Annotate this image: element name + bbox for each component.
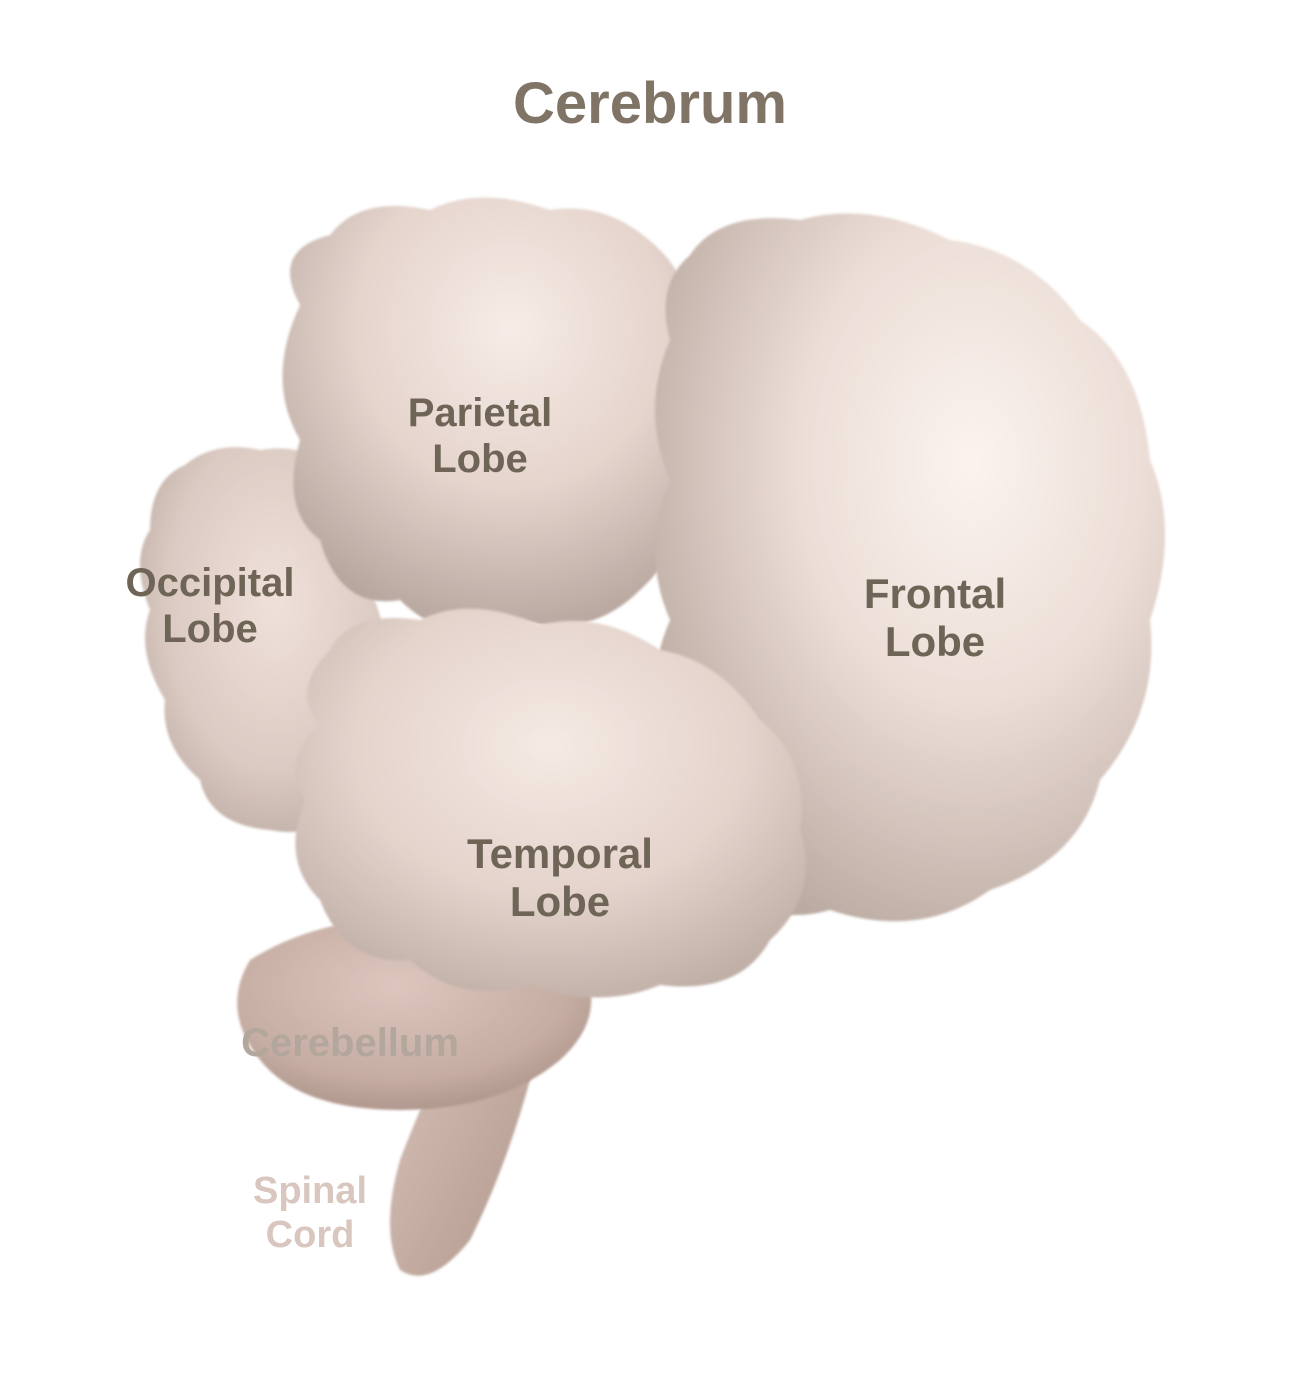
- spinal-cord-label: Spinal Cord: [160, 1170, 460, 1257]
- temporal-lobe-label: Temporal Lobe: [410, 830, 710, 927]
- parietal-lobe-label: Parietal Lobe: [330, 390, 630, 482]
- frontal-lobe-label: Frontal Lobe: [785, 570, 1085, 667]
- occipital-lobe-label: Occipital Lobe: [60, 560, 360, 652]
- cerebellum-label: Cerebellum: [200, 1020, 500, 1066]
